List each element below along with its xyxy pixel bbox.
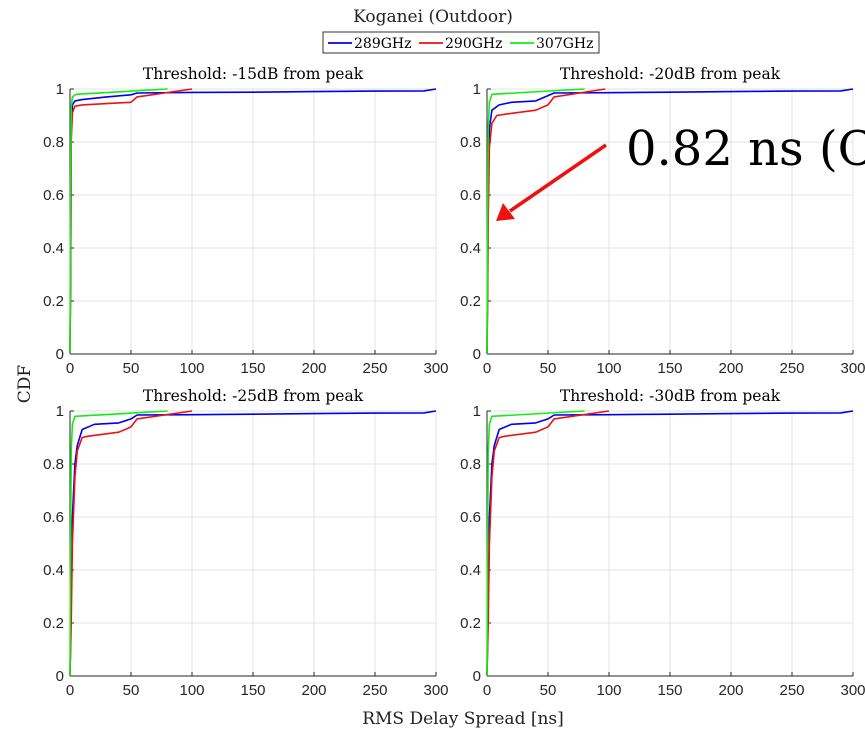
x-tick-label: 250 (362, 360, 387, 377)
y-tick-label: 0.6 (460, 509, 481, 526)
x-tick-label: 250 (779, 682, 804, 699)
series-line-307ghz (69, 410, 168, 677)
x-tick-label: 100 (179, 360, 204, 377)
x-tick-label: 300 (423, 682, 448, 699)
x-tick-label: 0 (483, 360, 491, 377)
x-tick-label: 200 (718, 682, 743, 699)
y-tick-label: 0 (56, 346, 64, 363)
x-tick-label: 0 (66, 682, 74, 699)
x-tick-label: 0 (66, 360, 74, 377)
panel-title: Threshold: -30dB from peak (560, 387, 781, 405)
y-tick-label: 0.4 (43, 562, 64, 579)
panel-threshold-25db: 0 50 100 150 200 250 300 0 0.2 0.4 0.6 0.8 1 Threshol… (43, 387, 448, 699)
panel-title: Threshold: -25dB from peak (143, 387, 364, 405)
annotation-arrow (509, 143, 607, 213)
series-line-290ghz (69, 410, 193, 677)
y-tick-label: 0.4 (460, 240, 481, 257)
panel-title: Threshold: -15dB from peak (143, 65, 364, 83)
x-tick-label: 100 (596, 360, 621, 377)
legend-label-290ghz: 290GHz (445, 36, 503, 52)
y-tick-label: 0.8 (43, 456, 64, 473)
x-tick-label: 300 (840, 682, 865, 699)
panel-title: Threshold: -20dB from peak (560, 65, 781, 83)
figure-title: Koganei (Outdoor) (353, 7, 513, 27)
legend-box (322, 31, 600, 54)
x-tick-label: 250 (362, 682, 387, 699)
panel-threshold-20db: 0 50 100 150 200 250 300 0 0.2 0.4 0.6 0.8 1 Threshol… (460, 65, 865, 377)
annotation-arrowhead (496, 203, 515, 221)
x-tick-label: 50 (123, 360, 140, 377)
panel-threshold-15db: 0 50 100 150 200 250 300 0 0.2 0.4 0.6 0.8 1 Threshol… (43, 65, 448, 377)
y-tick-label: 0.8 (43, 134, 64, 151)
y-tick-label: 0.8 (460, 456, 481, 473)
y-tick-label: 0 (56, 668, 64, 685)
x-tick-label: 300 (423, 360, 448, 377)
x-tick-label: 200 (718, 360, 743, 377)
series-line-307ghz (486, 410, 585, 677)
x-tick-label: 250 (779, 360, 804, 377)
x-tick-label: 150 (240, 360, 265, 377)
y-tick-label: 0.6 (43, 509, 64, 526)
x-tick-label: 150 (657, 682, 682, 699)
x-tick-label: 50 (123, 682, 140, 699)
annotation-text: 0.82 ns (CDF (626, 121, 865, 177)
y-tick-label: 0.2 (460, 293, 481, 310)
legend: 289GHz 290GHz 307GHz (322, 31, 600, 54)
y-tick-label: 0.6 (43, 187, 64, 204)
x-tick-label: 300 (840, 360, 865, 377)
y-tick-label: 0.4 (43, 240, 64, 257)
x-tick-label: 100 (179, 682, 204, 699)
legend-label-289ghz: 289GHz (354, 36, 412, 52)
legend-label-307ghz: 307GHz (536, 36, 594, 52)
panel-threshold-30db: 0 50 100 150 200 250 300 0 0.2 0.4 0.6 0.8 1 Threshol… (460, 387, 865, 699)
y-tick-label: 1 (473, 403, 481, 420)
y-tick-label: 0.2 (43, 615, 64, 632)
x-axis-label: RMS Delay Spread [ns] (362, 709, 564, 729)
x-tick-label: 200 (301, 682, 326, 699)
series-line-307ghz (69, 88, 168, 355)
y-tick-label: 1 (473, 81, 481, 98)
series-line-290ghz (486, 410, 610, 677)
x-tick-label: 50 (540, 360, 557, 377)
y-tick-label: 1 (56, 81, 64, 98)
x-tick-label: 0 (483, 682, 491, 699)
x-tick-label: 150 (240, 682, 265, 699)
y-tick-label: 0 (473, 346, 481, 363)
y-tick-label: 0.4 (460, 562, 481, 579)
x-tick-label: 100 (596, 682, 621, 699)
y-tick-label: 0 (473, 668, 481, 685)
x-tick-label: 200 (301, 360, 326, 377)
y-tick-label: 0.8 (460, 134, 481, 151)
y-tick-label: 1 (56, 403, 64, 420)
y-tick-label: 0.2 (43, 293, 64, 310)
y-axis-label: CDF (15, 365, 35, 404)
y-tick-label: 0.2 (460, 615, 481, 632)
annotation: 0.82 ns (CDF (496, 121, 865, 221)
series-line-307ghz (486, 88, 585, 355)
y-tick-label: 0.6 (460, 187, 481, 204)
x-tick-label: 50 (540, 682, 557, 699)
x-tick-label: 150 (657, 360, 682, 377)
